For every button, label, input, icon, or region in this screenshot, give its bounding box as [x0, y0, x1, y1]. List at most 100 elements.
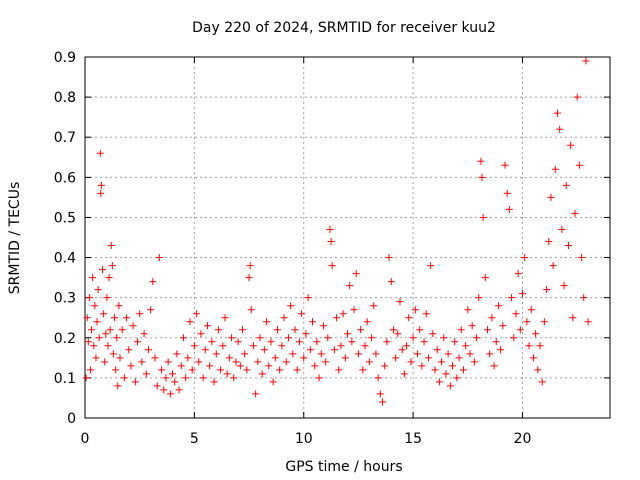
data-point — [99, 266, 106, 274]
data-point — [407, 358, 415, 366]
data-point — [383, 338, 391, 346]
data-point — [173, 350, 181, 358]
data-point — [569, 314, 577, 322]
data-point — [499, 322, 507, 330]
data-point — [584, 318, 592, 326]
data-point — [149, 278, 157, 286]
data-point — [101, 358, 109, 366]
data-point — [422, 310, 430, 318]
data-point — [519, 290, 526, 298]
data-point — [245, 274, 253, 282]
data-point — [444, 350, 452, 358]
data-point — [241, 350, 249, 358]
data-point — [571, 209, 579, 217]
data-point — [108, 262, 116, 270]
data-point — [100, 310, 108, 318]
data-point — [411, 306, 419, 314]
data-point — [256, 334, 264, 342]
data-point — [115, 302, 123, 310]
data-point — [190, 342, 198, 350]
data-point — [442, 370, 450, 378]
data-point — [184, 354, 192, 362]
data-point — [370, 302, 378, 310]
data-point — [354, 350, 362, 358]
data-point — [497, 346, 505, 354]
data-point — [291, 326, 299, 334]
data-point — [138, 358, 146, 366]
data-point — [274, 326, 281, 334]
data-point — [144, 346, 152, 354]
data-point — [313, 338, 321, 346]
data-point — [346, 282, 354, 290]
data-point — [131, 378, 139, 386]
data-point — [319, 322, 327, 330]
data-point — [90, 342, 98, 350]
data-point — [337, 342, 345, 350]
data-point — [376, 390, 384, 398]
data-point — [243, 366, 251, 374]
y-tick-label: 0.1 — [54, 371, 76, 387]
data-point — [440, 334, 448, 342]
data-point — [326, 225, 334, 233]
data-point — [300, 354, 308, 362]
data-point — [223, 370, 231, 378]
data-point — [129, 322, 137, 330]
y-tick-label: 0.4 — [54, 251, 76, 267]
data-point — [532, 330, 540, 338]
data-point — [453, 374, 461, 382]
data-point — [217, 366, 225, 374]
data-point — [381, 362, 389, 370]
y-tick-label: 0.5 — [54, 210, 76, 226]
data-point — [400, 370, 408, 378]
data-point — [521, 254, 529, 262]
x-tick-label: 0 — [81, 431, 90, 447]
data-point — [267, 338, 275, 346]
data-point — [142, 370, 150, 378]
data-point — [258, 370, 266, 378]
data-point — [210, 378, 218, 386]
data-point — [525, 342, 533, 350]
data-point — [560, 282, 568, 290]
data-point — [302, 330, 310, 338]
data-point — [304, 294, 312, 302]
y-tick-label: 0.9 — [54, 50, 76, 66]
data-point — [88, 326, 96, 334]
y-tick-label: 0.6 — [54, 170, 76, 186]
data-point — [348, 338, 356, 346]
x-axis-label: GPS time / hours — [285, 459, 402, 475]
data-point — [372, 350, 380, 358]
data-point — [82, 374, 90, 382]
data-point — [125, 346, 133, 354]
data-point — [582, 57, 590, 65]
data-point — [166, 390, 174, 398]
data-point — [280, 314, 288, 322]
data-point — [330, 346, 338, 354]
data-point — [374, 374, 382, 382]
data-point — [344, 330, 351, 338]
data-point — [104, 342, 112, 350]
data-point — [488, 314, 496, 322]
data-point — [179, 334, 187, 342]
data-point — [501, 161, 509, 169]
data-point — [438, 358, 446, 366]
data-point — [392, 354, 400, 362]
data-point — [490, 362, 498, 370]
data-point — [508, 294, 516, 302]
y-tick-label: 0.8 — [54, 90, 76, 106]
data-point — [361, 342, 369, 350]
chart-title: Day 220 of 2024, SRMTID for receiver kuu… — [192, 20, 496, 36]
data-point — [368, 334, 376, 342]
x-tick-label: 5 — [190, 431, 199, 447]
data-point — [534, 366, 542, 374]
data-point — [306, 346, 314, 354]
data-point — [529, 354, 537, 362]
data-point — [420, 338, 428, 346]
data-point — [94, 286, 102, 294]
data-point — [558, 225, 566, 233]
data-point — [328, 262, 336, 270]
data-point — [431, 366, 439, 374]
data-point — [116, 354, 124, 362]
data-point — [536, 342, 544, 350]
data-point — [478, 173, 486, 181]
